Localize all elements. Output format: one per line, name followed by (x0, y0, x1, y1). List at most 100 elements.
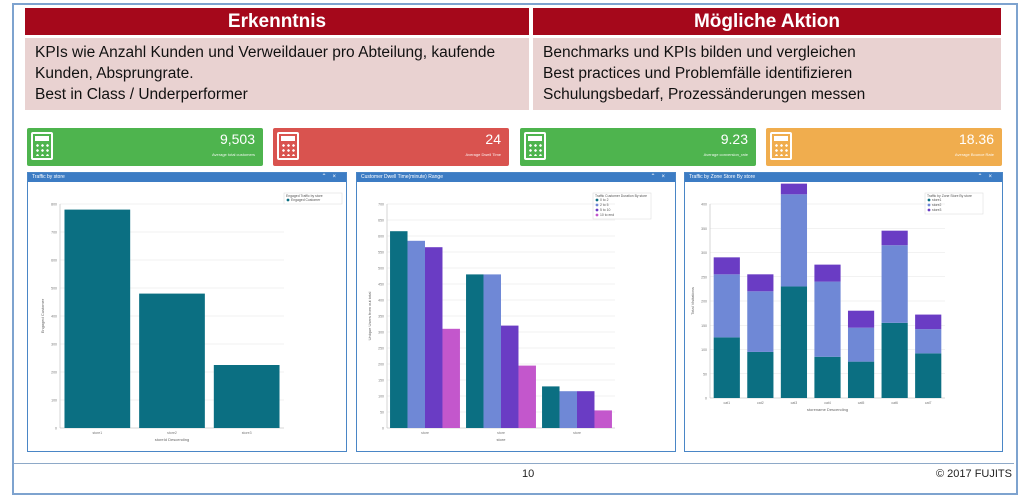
bar (594, 410, 612, 428)
bar-segment (747, 351, 774, 398)
page-number: 10 (522, 468, 535, 480)
kpi-total-customers[interactable]: 9,503 Average total customers (27, 128, 263, 166)
panel-titlebar[interactable]: Customer Dwell Time(minute) Range ⌃× (357, 173, 675, 182)
bar-segment (814, 281, 841, 357)
legend-marker (927, 198, 931, 202)
bar-segment (847, 327, 875, 362)
y-tick-label: 200 (51, 371, 57, 375)
x-tick-label: cat1 (723, 401, 730, 405)
bar-segment (847, 361, 875, 398)
y-tick-label: 500 (378, 267, 384, 271)
bar-segment (881, 230, 908, 246)
panel-titlebar[interactable]: Traffic by store ⌃× (28, 173, 346, 182)
header-erkenntnis: Erkenntnis (25, 8, 529, 35)
legend-label: Engaged Customer (291, 198, 321, 202)
y-tick-label: 350 (701, 227, 707, 231)
x-tick-label: cat4 (824, 401, 831, 405)
panel-traffic-by-zone: Traffic by Zone Store By store ⌃× 0 50 100… (684, 172, 1003, 452)
panel-traffic-by-store: Traffic by store ⌃× 0 100 200 300 400 500 600 7… (27, 172, 347, 452)
legend-marker (595, 213, 599, 217)
y-tick-label: 100 (701, 348, 707, 352)
kpi-dwell-time[interactable]: 24 Average Dwell Time (273, 128, 509, 166)
x-tick-label: cat7 (925, 401, 932, 405)
bar-segment (747, 291, 774, 352)
y-tick-label: 100 (51, 399, 57, 403)
y-tick-label: 800 (51, 203, 57, 207)
bar-segment (814, 264, 841, 282)
legend-title: Traffic Customer Duration By store (595, 194, 647, 198)
aktion-line: Benchmarks und KPIs bilden und vergleich… (543, 44, 856, 61)
y-tick-label: 150 (378, 379, 384, 383)
x-tick-label: store (421, 431, 429, 435)
legend-marker (927, 208, 931, 212)
panel-title: Traffic by Zone Store By store (689, 174, 756, 180)
panel-controls[interactable]: ⌃× (977, 174, 998, 180)
legend-box (924, 192, 984, 215)
erkenntnis-line: KPIs wie Anzahl Kunden und Verweildauer … (35, 44, 496, 61)
legend-label: store3 (932, 208, 942, 212)
footer-divider (14, 463, 1014, 464)
y-tick-label: 600 (378, 235, 384, 239)
legend-title: Traffic by Zone Store By store (927, 194, 972, 198)
x-tick-label: store1 (92, 431, 102, 435)
kpi-conversion-rate[interactable]: 9.23 Average conversion_rate (520, 128, 756, 166)
y-tick-label: 250 (378, 347, 384, 351)
x-tick-label: store (497, 431, 505, 435)
y-tick-label: 50 (380, 411, 384, 415)
bar (577, 391, 595, 428)
y-tick-label: 700 (378, 203, 384, 207)
legend-marker (595, 198, 599, 202)
kpi-label: Average total customers (211, 152, 255, 157)
y-tick-label: 0 (55, 427, 57, 431)
aktion-line: Schulungsbedarf, Prozessänderungen messe… (543, 86, 866, 103)
y-tick-label: 700 (51, 231, 57, 235)
y-tick-label: 200 (378, 363, 384, 367)
y-tick-label: 500 (51, 287, 57, 291)
legend-label: 0 to 2 (600, 198, 609, 202)
erkenntnis-line: Best in Class / Underperformer (35, 86, 248, 103)
bar (559, 391, 577, 428)
copyright: © 2017 FUJITS (936, 468, 1012, 480)
legend-marker (286, 198, 290, 202)
x-axis-label: store (497, 437, 507, 442)
kpi-label: Average conversion_rate (703, 152, 748, 157)
x-tick-label: cat5 (858, 401, 865, 405)
erkenntnis-line: Kunden, Absprungrate. (35, 65, 194, 82)
bar (425, 247, 443, 428)
kpi-value: 18.36 (958, 131, 994, 147)
kpi-bounce-rate[interactable]: 18.36 Average Bounce Rate (766, 128, 1002, 166)
panel-titlebar[interactable]: Traffic by Zone Store By store ⌃× (685, 173, 1002, 182)
bar-segment (881, 245, 908, 323)
bar-segment (915, 353, 942, 398)
calculator-icon (524, 132, 546, 160)
bar-segment (915, 329, 942, 354)
y-tick-label: 400 (51, 315, 57, 319)
bar-segment (713, 274, 740, 338)
x-tick-label: cat2 (757, 401, 764, 405)
panel-controls[interactable]: ⌃× (650, 174, 671, 180)
x-tick-label: cat3 (791, 401, 798, 405)
bar-segment (713, 337, 740, 398)
aktion-text: Benchmarks und KPIs bilden und vergleich… (533, 38, 1001, 110)
bar-segment (747, 274, 774, 292)
y-tick-label: 350 (378, 315, 384, 319)
bar-segment (814, 356, 841, 398)
y-tick-label: 100 (378, 395, 384, 399)
calculator-icon (770, 132, 792, 160)
kpi-value: 24 (485, 131, 501, 147)
y-axis-label: Engaged Customer (40, 298, 45, 333)
bar (213, 365, 280, 428)
chart-traffic-by-store: 0 100 200 300 400 500 600 700 800 storeId Descend… (40, 192, 343, 442)
bar-segment (915, 314, 942, 330)
x-tick-label: cat6 (891, 401, 898, 405)
legend-label: 2 to 5 (600, 203, 609, 207)
bar (139, 293, 205, 428)
panel-controls[interactable]: ⌃× (321, 174, 342, 180)
bar (466, 274, 484, 428)
legend-label: 10 to end (600, 213, 614, 217)
y-tick-label: 550 (378, 251, 384, 255)
legend-marker (927, 203, 931, 207)
y-tick-label: 300 (701, 251, 707, 255)
y-tick-label: 250 (701, 275, 707, 279)
y-tick-label: 300 (378, 331, 384, 335)
